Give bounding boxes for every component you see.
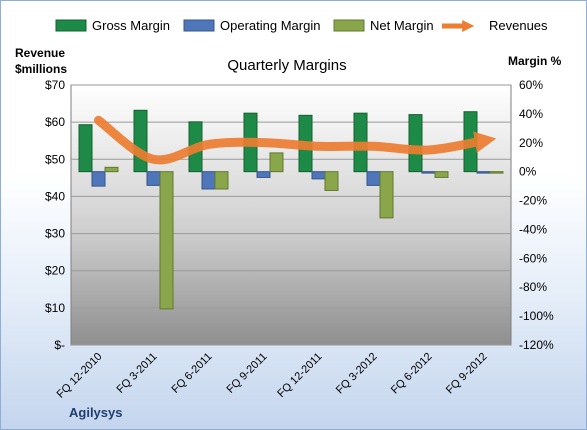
right-tick-label: 20% <box>519 136 543 150</box>
bar-net-margin <box>214 171 229 190</box>
left-tick-label: $50 <box>45 152 65 166</box>
chart-title: Quarterly Margins <box>227 57 346 74</box>
bar-net-margin <box>269 152 284 173</box>
right-tick-label: -120% <box>519 338 554 352</box>
right-tick-label: 40% <box>519 107 543 121</box>
x-tick-label: FQ 12-2010 <box>55 351 105 401</box>
company-name: Agilysys <box>69 405 122 420</box>
legend-item-gross-margin: Gross Margin <box>55 18 170 33</box>
left-axis-title-line2: $millions <box>15 62 67 76</box>
x-tick-label: FQ 6-2012 <box>389 351 435 397</box>
left-tick-label: $20 <box>45 264 65 278</box>
right-tick-label: 60% <box>519 78 543 92</box>
legend-label-gross-margin: Gross Margin <box>92 18 170 33</box>
bar-operating-margin <box>201 171 216 190</box>
legend-swatch-operating-margin <box>183 19 215 32</box>
right-tick-label: -60% <box>519 251 547 265</box>
legend-label-net-margin: Net Margin <box>370 18 434 33</box>
gridlines <box>71 84 511 346</box>
bar-net-margin <box>324 171 339 191</box>
x-tick-label: FQ 12-2011 <box>275 351 324 400</box>
bar-net-margin <box>379 171 394 219</box>
right-tick-label: -40% <box>519 222 547 236</box>
bar-operating-margin <box>366 171 381 186</box>
left-axis-ticks: $- $10 $20 $30 $40 $50 $60 $70 <box>45 78 65 352</box>
right-axis-title: Margin % <box>508 54 562 68</box>
legend-item-net-margin: Net Margin <box>333 18 434 33</box>
legend-swatch-gross-margin <box>55 19 87 32</box>
x-tick-label: FQ 9-2012 <box>444 351 490 397</box>
bar-net-margin <box>104 166 119 173</box>
left-tick-label: $70 <box>45 78 65 92</box>
bar-operating-margin <box>311 171 326 180</box>
bar-net-margin <box>489 171 504 174</box>
bar-net-margin <box>159 171 174 310</box>
x-tick-label: FQ 3-2011 <box>115 351 160 396</box>
right-tick-label: -80% <box>519 280 547 294</box>
legend-label-revenues: Revenues <box>489 18 548 33</box>
right-tick-label: 0% <box>519 165 537 179</box>
right-axis-ticks: -120% -100% -80% -60% -40% -20% 0% 20% 40% 60% <box>519 78 554 352</box>
left-tick-label: $60 <box>45 115 65 129</box>
legend-item-revenues: Revenues <box>442 18 548 33</box>
x-axis-ticks: FQ 12-2010 FQ 3-2011 FQ 6-2011 FQ 9-2011 FQ … <box>55 351 490 401</box>
left-tick-label: $10 <box>45 301 65 315</box>
bar-gross-margin <box>408 114 423 173</box>
legend-label-operating-margin: Operating Margin <box>220 18 320 33</box>
legend-item-operating-margin: Operating Margin <box>183 18 320 33</box>
legend-swatch-net-margin <box>333 19 365 32</box>
revenue-line-layer <box>94 115 497 165</box>
x-tick-label: FQ 3-2012 <box>334 351 380 397</box>
x-tick-label: FQ 6-2011 <box>170 351 215 396</box>
left-tick-label: $- <box>54 338 65 352</box>
bar-operating-margin <box>421 171 436 174</box>
bar-net-margin <box>434 171 449 178</box>
bar-gross-margin <box>78 124 93 173</box>
x-tick-label: FQ 9-2011 <box>225 351 270 396</box>
right-tick-label: -20% <box>519 194 547 208</box>
left-axis-title-line1: Revenue <box>15 46 65 60</box>
bar-operating-margin <box>91 171 106 187</box>
bar-operating-margin <box>256 171 271 178</box>
bar-operating-margin <box>146 171 161 186</box>
right-tick-label: -100% <box>519 309 554 323</box>
legend: Gross Margin Operating Margin Net Margin… <box>55 18 548 33</box>
left-tick-label: $40 <box>45 189 65 203</box>
revenue-line <box>94 115 497 165</box>
bar-gross-margin <box>133 109 148 173</box>
left-tick-label: $30 <box>45 227 65 241</box>
bar-operating-margin <box>476 171 491 174</box>
